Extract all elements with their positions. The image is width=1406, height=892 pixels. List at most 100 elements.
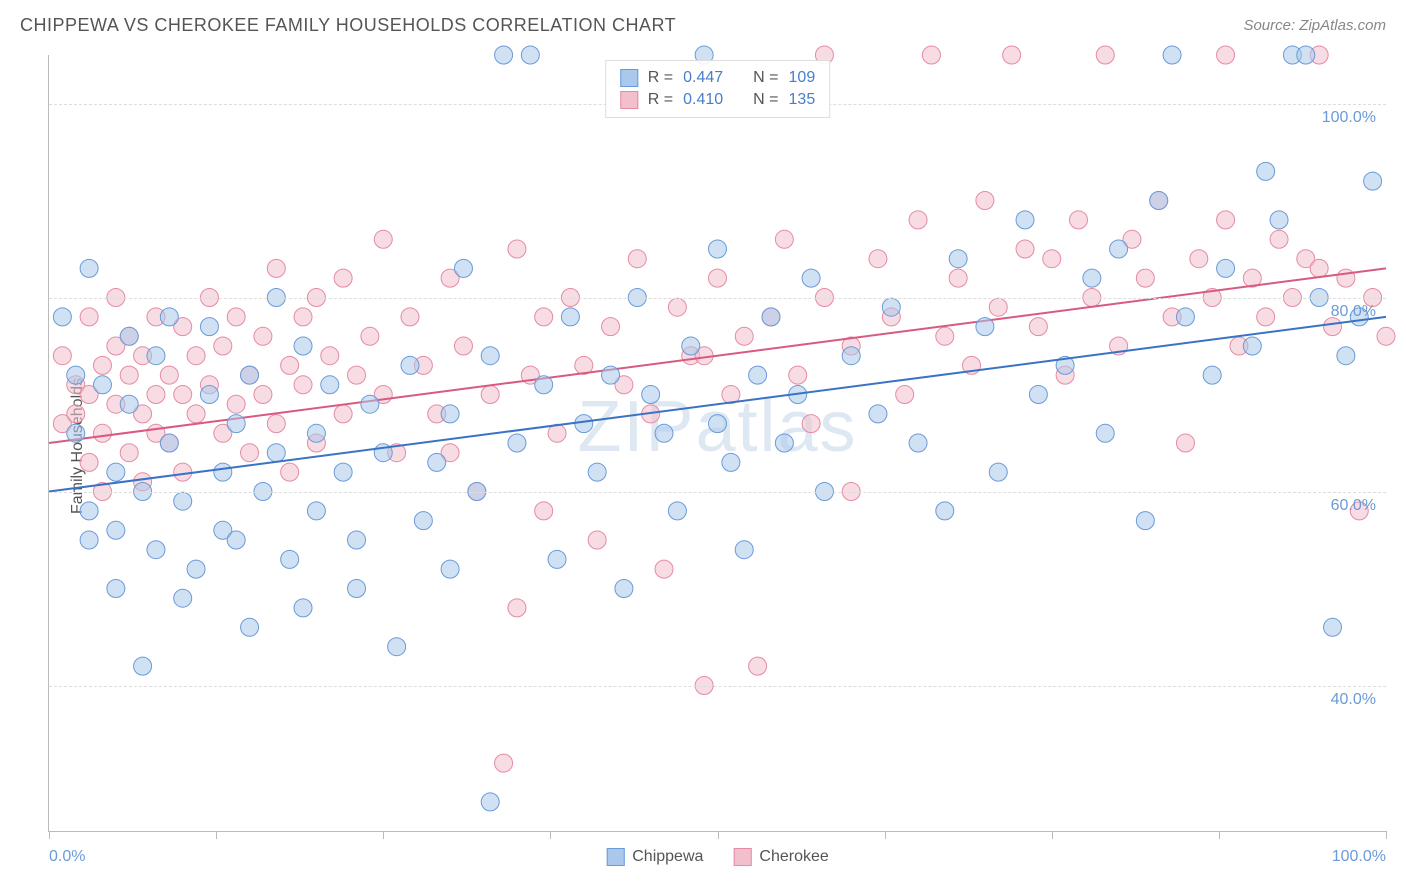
data-point <box>120 366 138 384</box>
data-point <box>548 550 566 568</box>
x-tick <box>718 831 719 839</box>
data-point <box>709 415 727 433</box>
data-point <box>1377 327 1395 345</box>
data-point <box>655 560 673 578</box>
data-point <box>348 366 366 384</box>
data-point <box>361 395 379 413</box>
data-point <box>1016 240 1034 258</box>
stats-n-label: N = <box>753 91 778 109</box>
data-point <box>1069 211 1087 229</box>
data-point <box>187 560 205 578</box>
data-point <box>1310 259 1328 277</box>
data-point <box>241 618 259 636</box>
data-point <box>214 337 232 355</box>
data-point <box>495 46 513 64</box>
data-point <box>187 405 205 423</box>
data-point <box>882 298 900 316</box>
data-point <box>735 541 753 559</box>
data-point <box>1243 337 1261 355</box>
data-point <box>160 434 178 452</box>
data-point <box>749 366 767 384</box>
data-point <box>227 308 245 326</box>
y-tick-label: 100.0% <box>1322 109 1376 127</box>
data-point <box>348 531 366 549</box>
legend-swatch <box>733 848 751 866</box>
x-tick <box>1052 831 1053 839</box>
data-point <box>802 415 820 433</box>
stats-n-value: 109 <box>789 69 816 87</box>
data-point <box>174 492 192 510</box>
data-point <box>602 366 620 384</box>
x-axis-min-label: 0.0% <box>49 848 85 866</box>
data-point <box>334 463 352 481</box>
data-point <box>160 308 178 326</box>
data-point <box>454 259 472 277</box>
data-point <box>441 405 459 423</box>
data-point <box>1083 269 1101 287</box>
data-point <box>120 327 138 345</box>
data-point <box>267 415 285 433</box>
legend-swatch <box>606 848 624 866</box>
stats-swatch <box>620 69 638 87</box>
data-point <box>93 356 111 374</box>
x-tick <box>1219 831 1220 839</box>
scatter-svg <box>49 55 1386 831</box>
data-point <box>334 405 352 423</box>
legend-label: Cherokee <box>759 848 828 866</box>
data-point <box>588 531 606 549</box>
data-point <box>93 424 111 442</box>
data-point <box>602 318 620 336</box>
data-point <box>655 424 673 442</box>
data-point <box>1203 366 1221 384</box>
data-point <box>668 502 686 520</box>
data-point <box>294 599 312 617</box>
data-point <box>147 541 165 559</box>
data-point <box>441 560 459 578</box>
trend-line <box>49 317 1386 492</box>
data-point <box>227 395 245 413</box>
data-point <box>936 327 954 345</box>
data-point <box>842 347 860 365</box>
data-point <box>53 347 71 365</box>
y-tick-label: 40.0% <box>1331 691 1376 709</box>
data-point <box>682 337 700 355</box>
data-point <box>775 230 793 248</box>
data-point <box>508 599 526 617</box>
data-point <box>495 754 513 772</box>
data-point <box>1257 308 1275 326</box>
data-point <box>348 580 366 598</box>
data-point <box>909 434 927 452</box>
data-point <box>241 444 259 462</box>
data-point <box>267 444 285 462</box>
data-point <box>107 580 125 598</box>
x-axis-max-label: 100.0% <box>1332 848 1386 866</box>
data-point <box>802 269 820 287</box>
data-point <box>1217 46 1235 64</box>
legend: ChippewaCherokee <box>606 848 829 866</box>
data-point <box>1003 46 1021 64</box>
data-point <box>160 366 178 384</box>
data-point <box>1110 240 1128 258</box>
data-point <box>107 521 125 539</box>
data-point <box>936 502 954 520</box>
data-point <box>1270 211 1288 229</box>
data-point <box>267 259 285 277</box>
legend-item-cherokee: Cherokee <box>733 848 828 866</box>
data-point <box>321 376 339 394</box>
stats-r-label: R = <box>648 91 673 109</box>
stats-row: R =0.447N =109 <box>620 67 815 89</box>
data-point <box>227 531 245 549</box>
data-point <box>1043 250 1061 268</box>
data-point <box>241 366 259 384</box>
data-point <box>1257 162 1275 180</box>
data-point <box>254 327 272 345</box>
data-point <box>989 463 1007 481</box>
data-point <box>294 337 312 355</box>
data-point <box>775 434 793 452</box>
data-point <box>508 434 526 452</box>
data-point <box>1136 512 1154 530</box>
gridline <box>49 298 1386 299</box>
data-point <box>642 386 660 404</box>
data-point <box>709 269 727 287</box>
data-point <box>67 405 85 423</box>
